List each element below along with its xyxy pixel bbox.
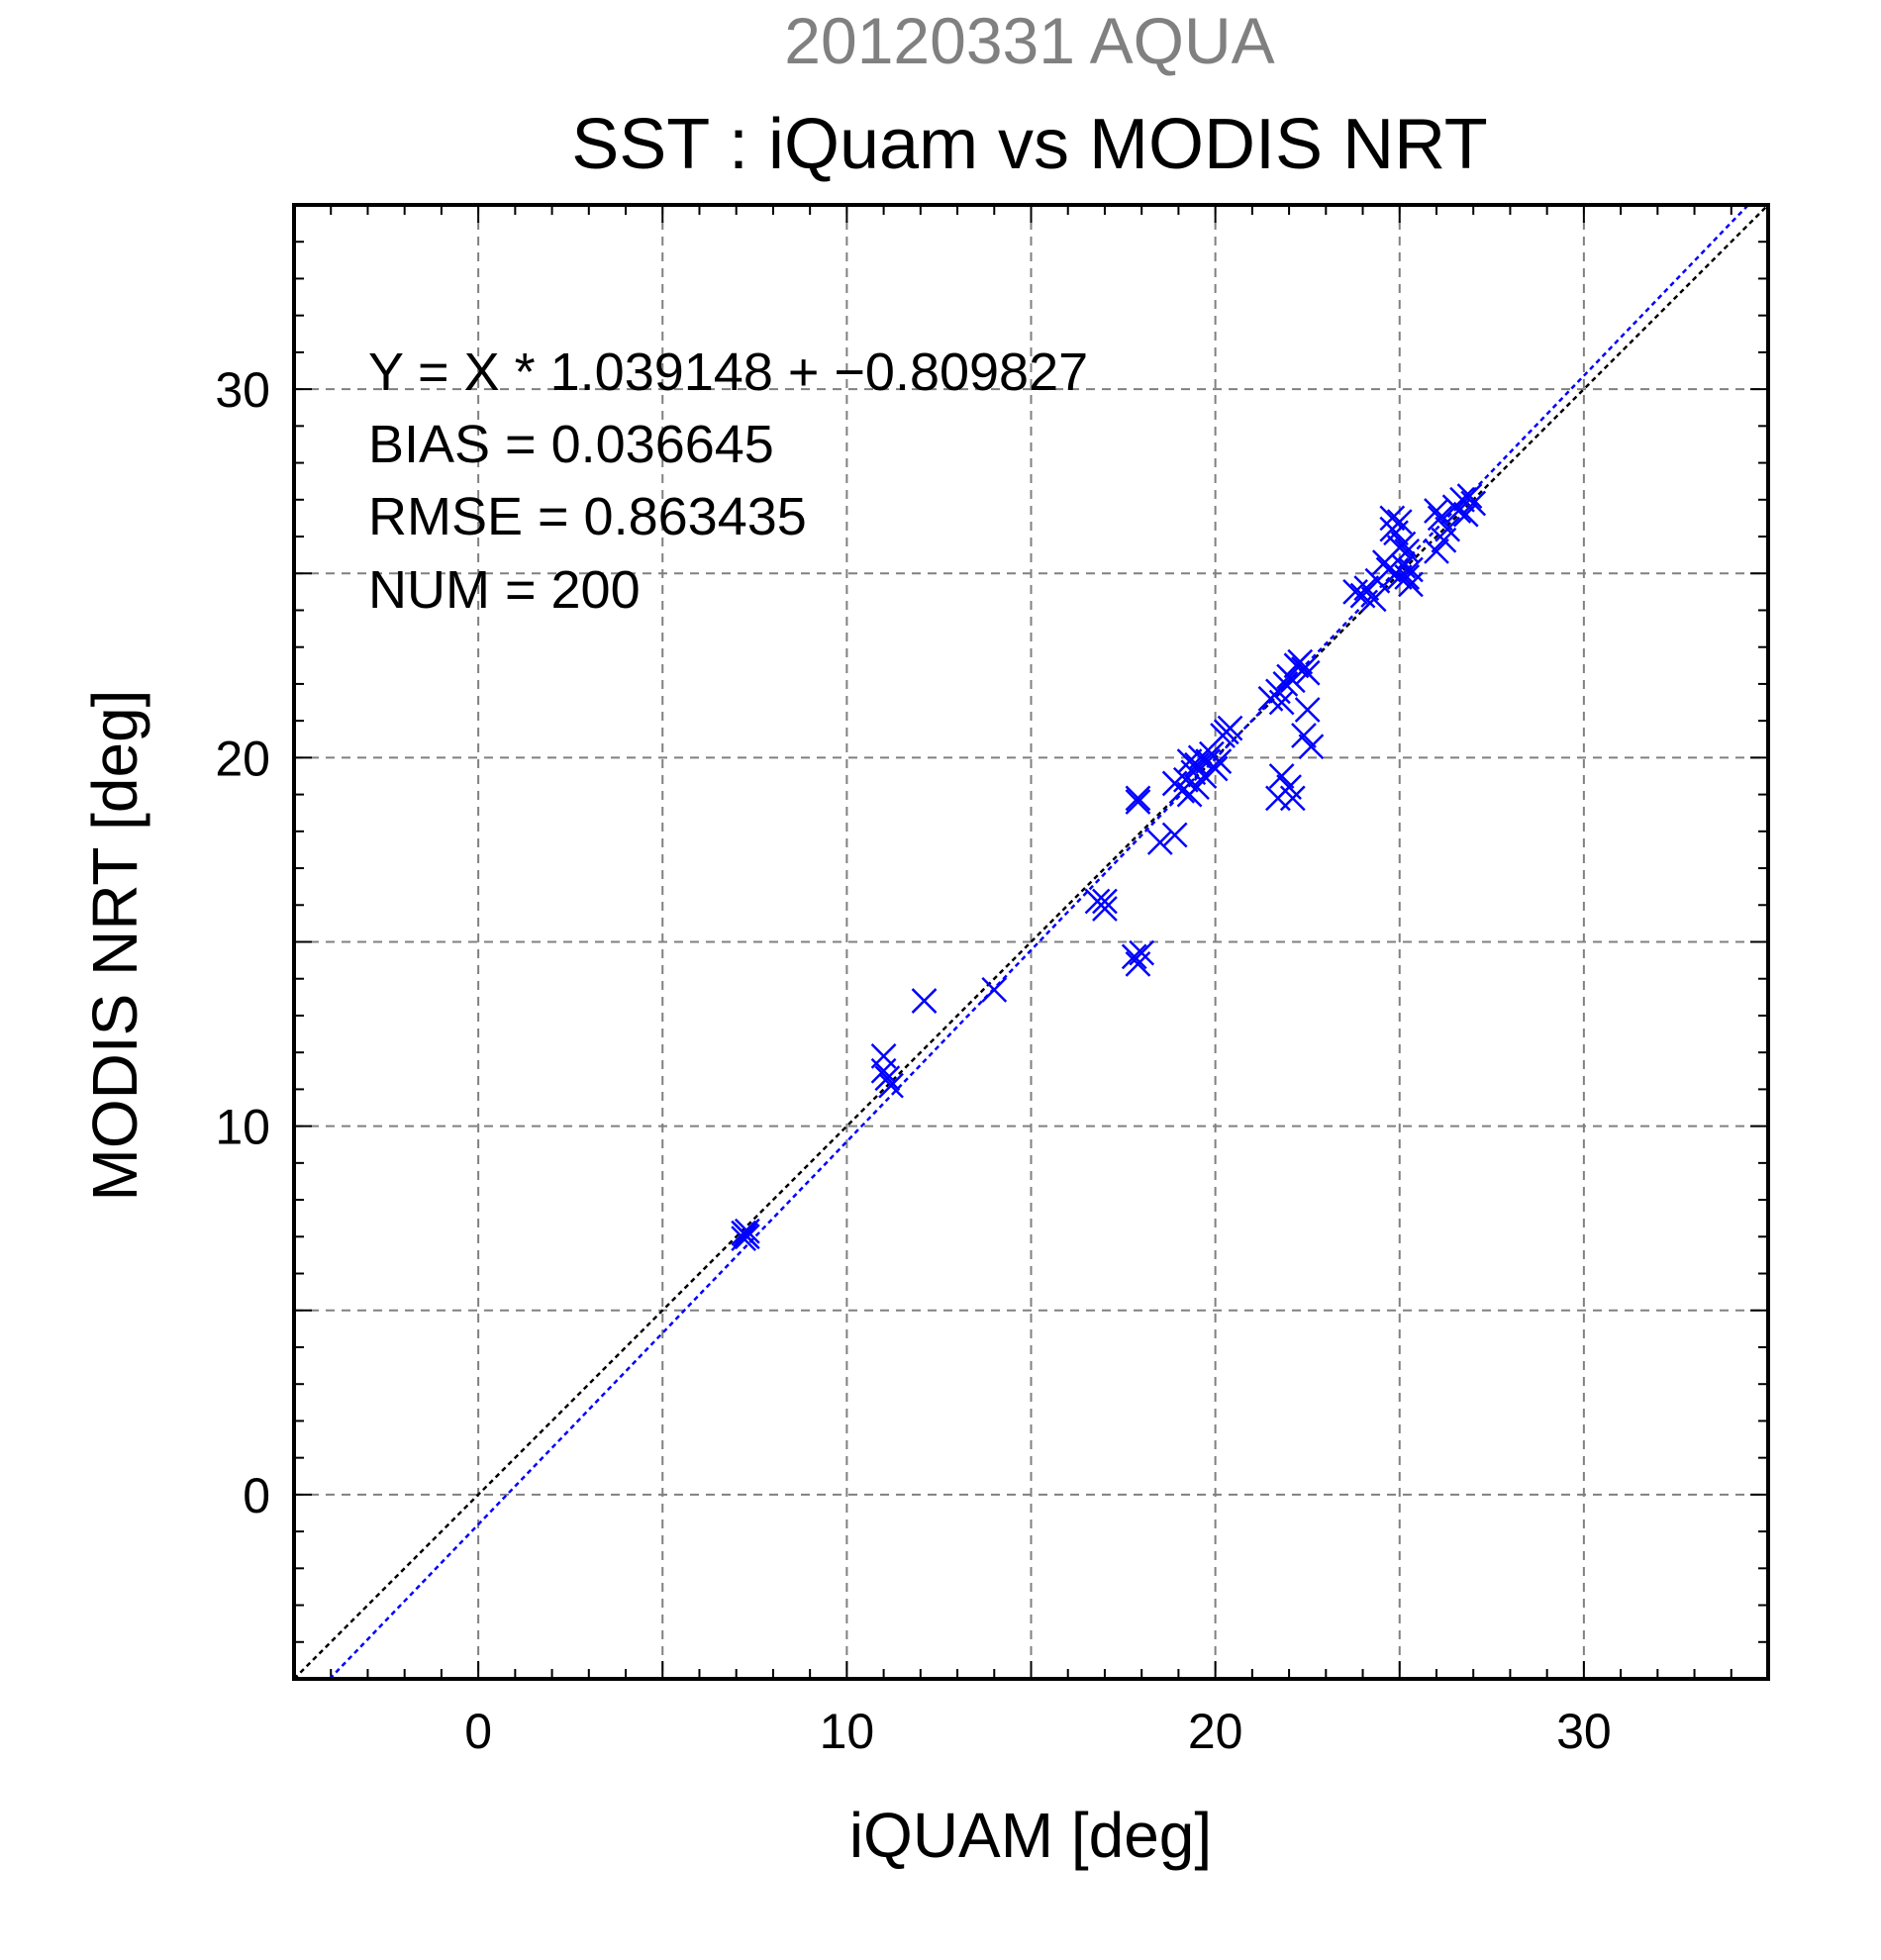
data-point	[1379, 505, 1406, 532]
data-point	[1161, 822, 1188, 848]
data-point	[1125, 789, 1151, 815]
y-tick-label: 20	[215, 731, 270, 786]
data-point	[1294, 697, 1321, 723]
data-point	[1287, 648, 1314, 675]
data-point	[731, 1225, 757, 1252]
x-tick-label: 20	[1188, 1704, 1243, 1759]
x-tick-label: 10	[820, 1704, 875, 1759]
data-point	[733, 1222, 758, 1248]
x-axis-label: iQUAM [deg]	[849, 1800, 1212, 1871]
data-point	[1424, 539, 1449, 564]
data-point	[1272, 671, 1299, 697]
plot-frame	[292, 203, 1770, 1681]
data-point	[1398, 556, 1424, 583]
data-point	[874, 1065, 901, 1092]
chart-supertitle: 20120331 AQUA	[784, 4, 1274, 77]
y-tick-label: 10	[215, 1100, 270, 1155]
data-point	[870, 1043, 897, 1069]
data-point	[1445, 498, 1472, 524]
bias-text: BIAS = 0.036645	[368, 415, 774, 474]
data-point	[1353, 575, 1380, 602]
data-point	[1184, 774, 1210, 801]
data-point	[1092, 896, 1118, 922]
data-point	[1456, 483, 1483, 509]
data-point	[734, 1218, 760, 1244]
data-point	[1279, 667, 1306, 694]
data-point	[1092, 888, 1118, 915]
grid	[294, 205, 1768, 1679]
data-point	[1394, 564, 1421, 590]
data-point	[1213, 719, 1239, 745]
data-point	[1427, 505, 1453, 532]
data-point	[878, 1072, 904, 1099]
data-point	[1206, 748, 1233, 774]
fit-line	[329, 204, 1749, 1680]
data-point	[1386, 509, 1413, 536]
data-point	[1125, 785, 1151, 812]
data-point	[1390, 531, 1417, 557]
chart-title: SST : iQuam vs MODIS NRT	[571, 105, 1488, 184]
data-points	[731, 483, 1487, 1252]
rmse-text: RMSE = 0.863435	[368, 487, 807, 546]
num-text: NUM = 200	[368, 560, 641, 620]
data-point	[870, 1057, 897, 1084]
data-point	[1460, 490, 1487, 517]
y-axis-label: MODIS NRT [deg]	[79, 690, 150, 1202]
y-tick-label: 30	[215, 362, 270, 418]
data-point	[1279, 785, 1306, 812]
y-tick-label: 0	[243, 1468, 270, 1523]
data-point	[911, 988, 938, 1014]
data-point	[981, 977, 1008, 1003]
regression-text: Y = X * 1.039148 + −0.809827	[368, 343, 1088, 402]
data-point	[1268, 763, 1295, 789]
data-point	[1294, 659, 1321, 686]
data-point	[1398, 571, 1424, 598]
data-point	[1291, 723, 1317, 748]
data-point	[1176, 748, 1203, 774]
data-point	[1435, 516, 1461, 542]
reference-lines	[293, 204, 1769, 1680]
data-point	[1129, 939, 1155, 966]
x-tick-label: 0	[464, 1704, 492, 1759]
x-tick-label: 30	[1556, 1704, 1612, 1759]
tick-labels: 0 10 20 30 0 10 20 30	[215, 362, 1611, 1759]
data-point	[1146, 830, 1173, 855]
stats-annotation: Y = X * 1.039148 + −0.809827 BIAS = 0.03…	[368, 343, 1088, 620]
data-point	[1121, 943, 1147, 970]
data-point	[1298, 734, 1325, 760]
